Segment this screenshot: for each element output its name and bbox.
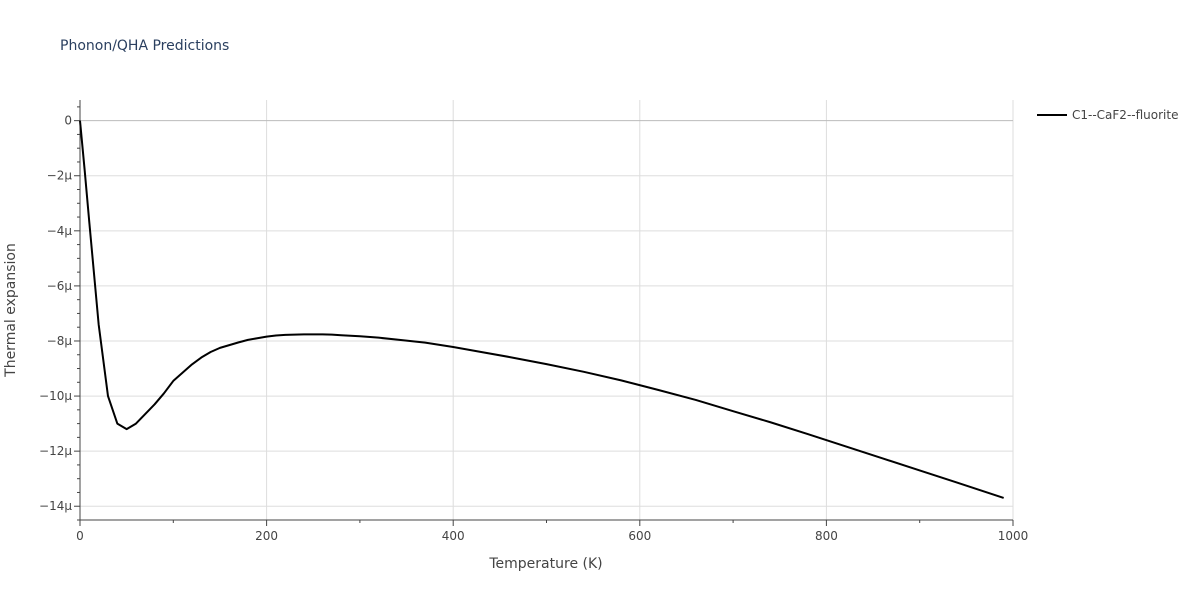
x-axis-ticks: 0 200 400 600 800 1000 — [76, 520, 1028, 543]
x-axis-title: Temperature (K) — [488, 556, 602, 572]
chart-title: Phonon/QHA Predictions — [60, 38, 229, 54]
y-tick-label: −6μ — [47, 279, 73, 293]
y-tick-label: −14μ — [39, 499, 72, 513]
series-line-c1-caf2-fluorite[interactable] — [79, 120, 1004, 499]
legend[interactable]: C1--CaF2--fluorite — [1037, 108, 1178, 122]
y-tick-label: −10μ — [39, 389, 72, 403]
x-tick-label: 0 — [76, 529, 84, 543]
x-gridlines — [266, 100, 1014, 520]
y-axis-title: Thermal expansion — [3, 243, 19, 378]
y-tick-label: −12μ — [39, 444, 72, 458]
y-gridlines — [80, 120, 1013, 507]
x-tick-label: 800 — [815, 529, 838, 543]
y-axis-ticks: 0 −2μ −4μ −6μ −8μ −10μ −12μ −14μ — [39, 114, 80, 513]
legend-label-c1-caf2-fluorite: C1--CaF2--fluorite — [1072, 108, 1178, 122]
series-layer — [79, 120, 1004, 499]
y-tick-label: −4μ — [47, 224, 73, 238]
x-tick-label: 200 — [255, 529, 278, 543]
x-tick-label: 1000 — [998, 529, 1029, 543]
y-tick-label: −8μ — [47, 334, 73, 348]
y-tick-label: 0 — [64, 114, 72, 128]
y-tick-label: −2μ — [47, 169, 73, 183]
x-tick-label: 600 — [628, 529, 651, 543]
x-tick-label: 400 — [442, 529, 465, 543]
